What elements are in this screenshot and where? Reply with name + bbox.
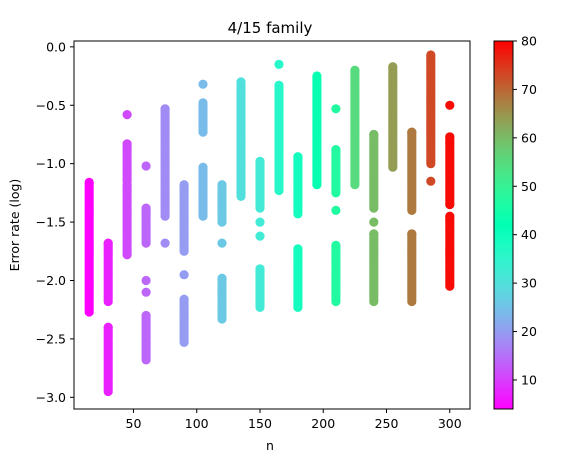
x-axis: 50 100 150 200 250 300 bbox=[126, 409, 462, 431]
point-group bbox=[103, 238, 113, 397]
plot-frame bbox=[73, 40, 471, 410]
x-tick-label: 50 bbox=[126, 416, 142, 431]
data-point bbox=[445, 132, 455, 142]
data-point bbox=[331, 240, 341, 250]
data-point bbox=[274, 80, 284, 90]
data-point bbox=[255, 231, 265, 241]
point-group bbox=[160, 104, 170, 248]
colorbar-tick-label: 50 bbox=[521, 179, 537, 194]
data-point bbox=[217, 180, 227, 190]
data-point bbox=[331, 145, 341, 155]
colorbar-axis: 10 20 30 40 50 60 70 80 bbox=[513, 34, 537, 387]
y-tick-label: −2.0 bbox=[36, 273, 66, 288]
point-group bbox=[407, 127, 417, 307]
y-tick-label: −2.5 bbox=[36, 331, 66, 346]
point-group bbox=[179, 180, 189, 347]
data-point bbox=[122, 139, 132, 149]
data-point bbox=[179, 180, 189, 190]
point-group bbox=[198, 79, 208, 221]
colorbar-tick-label: 80 bbox=[521, 34, 537, 49]
data-point bbox=[141, 310, 151, 321]
colorbar-tick-label: 70 bbox=[521, 82, 537, 97]
colorbar-tick-label: 10 bbox=[521, 372, 537, 387]
y-tick-label: 0.0 bbox=[46, 39, 66, 54]
data-point bbox=[255, 156, 265, 166]
data-point bbox=[198, 79, 208, 89]
x-tick-label: 250 bbox=[375, 416, 399, 431]
data-point bbox=[141, 161, 151, 171]
data-point bbox=[255, 264, 265, 274]
x-tick-label: 150 bbox=[248, 416, 272, 431]
data-point bbox=[388, 62, 398, 72]
y-tick-label: −1.5 bbox=[36, 215, 66, 230]
point-group bbox=[274, 59, 284, 196]
colorbar-tick-label: 20 bbox=[521, 324, 537, 339]
data-point bbox=[255, 217, 265, 227]
data-point bbox=[293, 244, 303, 254]
data-point bbox=[122, 110, 132, 120]
point-group bbox=[312, 71, 322, 190]
point-group bbox=[350, 65, 360, 190]
point-group bbox=[293, 152, 303, 312]
data-point bbox=[179, 294, 189, 304]
data-point bbox=[141, 287, 151, 297]
point-group bbox=[84, 177, 94, 317]
data-point bbox=[217, 273, 227, 283]
y-tick-label: −1.0 bbox=[36, 156, 66, 171]
data-point bbox=[198, 162, 208, 172]
colorbar-tick-label: 30 bbox=[521, 276, 537, 291]
data-point bbox=[84, 177, 94, 187]
data-point bbox=[369, 129, 379, 140]
data-point bbox=[312, 71, 322, 81]
data-point bbox=[350, 65, 360, 75]
data-point bbox=[179, 270, 189, 280]
point-group bbox=[122, 110, 132, 260]
point-group bbox=[445, 100, 455, 291]
data-point bbox=[160, 104, 170, 114]
point-group bbox=[426, 50, 436, 186]
data-point bbox=[407, 127, 417, 137]
data-point bbox=[236, 77, 246, 87]
point-group bbox=[236, 77, 246, 201]
y-axis: 0.0 −0.5 −1.0 −1.5 −2.0 −2.5 −3.0 bbox=[36, 39, 74, 405]
y-axis-label: Error rate (log) bbox=[7, 179, 22, 272]
data-point bbox=[445, 211, 455, 221]
data-point bbox=[331, 104, 341, 114]
data-point bbox=[160, 238, 170, 248]
point-group bbox=[369, 129, 379, 307]
x-tick-label: 100 bbox=[185, 416, 209, 431]
data-point bbox=[141, 203, 151, 213]
chart-title: 4/15 family bbox=[228, 19, 313, 37]
data-point bbox=[141, 275, 151, 286]
data-point bbox=[369, 217, 379, 227]
colorbar bbox=[493, 40, 514, 410]
point-group bbox=[388, 62, 398, 172]
data-point bbox=[103, 238, 113, 248]
data-point bbox=[293, 152, 303, 162]
colorbar-tick-label: 40 bbox=[521, 227, 537, 242]
colorbar-tick-label: 60 bbox=[521, 130, 537, 145]
data-point bbox=[426, 176, 436, 186]
data-point bbox=[274, 59, 284, 69]
x-axis-label: n bbox=[266, 438, 274, 453]
point-group bbox=[141, 161, 151, 365]
x-tick-label: 300 bbox=[438, 416, 462, 431]
data-point bbox=[426, 50, 436, 60]
y-tick-label: −3.0 bbox=[36, 390, 66, 405]
y-tick-label: −0.5 bbox=[36, 98, 66, 113]
data-point bbox=[407, 229, 417, 239]
data-points bbox=[84, 50, 455, 397]
data-point bbox=[103, 322, 113, 332]
data-point bbox=[198, 98, 208, 108]
point-group bbox=[217, 180, 227, 324]
point-group bbox=[255, 156, 265, 312]
point-group bbox=[331, 104, 341, 307]
x-tick-label: 200 bbox=[311, 416, 335, 431]
data-point bbox=[369, 229, 379, 239]
data-point bbox=[331, 205, 341, 215]
data-point bbox=[217, 238, 227, 248]
data-point bbox=[445, 100, 455, 110]
